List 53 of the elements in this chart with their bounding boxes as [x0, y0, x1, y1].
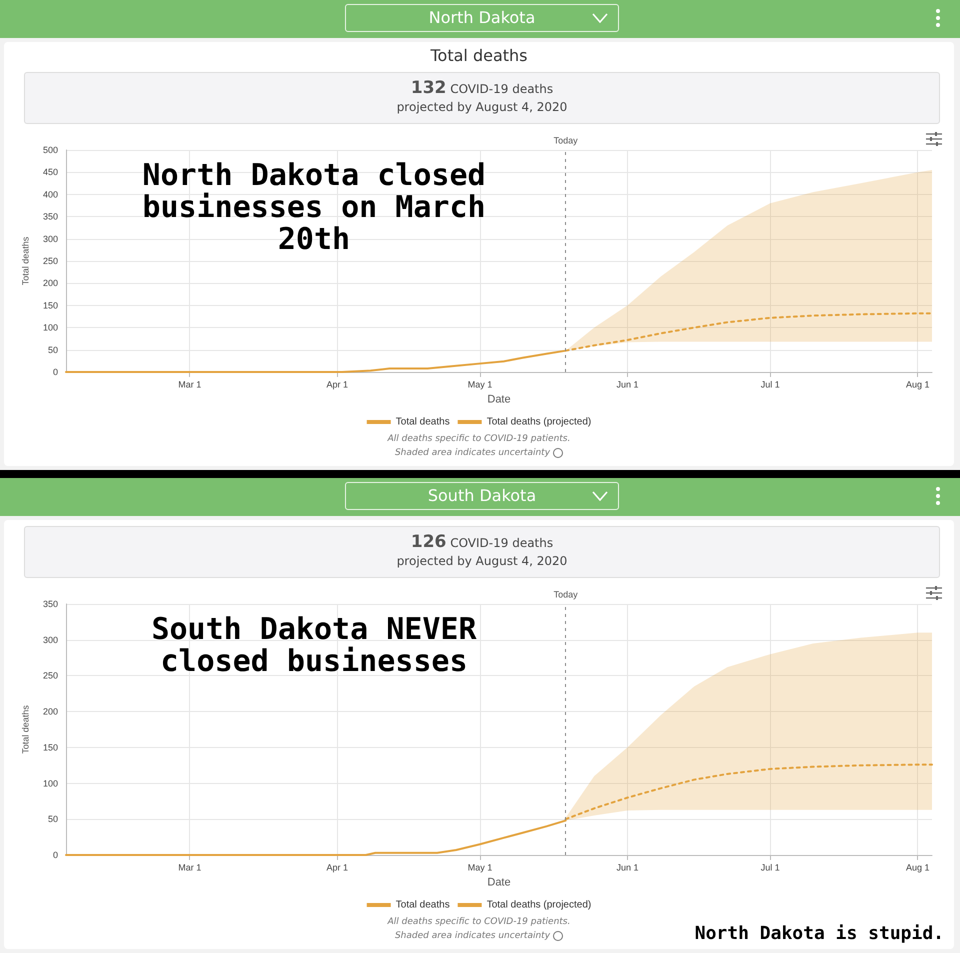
ref-line-label: Today — [554, 136, 578, 146]
x-tick-label: May 1 — [468, 380, 492, 390]
text: All deaths specific to COVID-19 patients. — [386, 433, 572, 446]
y-axis-title: Total deaths — [20, 236, 30, 286]
text: Shaded area indicates uncertainty — [394, 931, 550, 941]
x-tick-label: Apr 1 — [326, 380, 348, 390]
y-tick-label: 200 — [42, 278, 58, 288]
y-tick-label: 150 — [42, 742, 58, 752]
x-axis-title: Date — [487, 876, 511, 888]
text: South Dakota — [345, 482, 619, 510]
text: North Dakota — [345, 4, 619, 32]
y-tick-label: 450 — [42, 167, 58, 178]
y-tick-label: 100 — [42, 778, 58, 788]
annotation: North Dakota closed businesses on March 20th — [141, 158, 487, 257]
y-tick-label: 0 — [52, 850, 58, 860]
y-tick-label: 0 — [52, 367, 58, 377]
chart-title: Total deaths — [429, 46, 528, 65]
text: North Dakota is stupid. — [694, 923, 944, 944]
y-tick-label: 250 — [42, 670, 58, 681]
y-tick-label: 50 — [48, 344, 58, 355]
y-tick-label: 150 — [42, 300, 58, 310]
y-tick-label: 250 — [42, 256, 58, 266]
legend-label: Total deaths (projected) — [486, 416, 592, 428]
text: Shaded area indicates uncertainty — [394, 447, 552, 460]
ref-line-label: Today — [554, 590, 578, 600]
chart-subtitle: 126 COVID-19 deaths projected by August 4, 2020 — [24, 526, 940, 578]
legend-label: Total deaths (projected) — [486, 900, 592, 910]
text: All deaths specific to COVID-19 patients. — [388, 917, 570, 927]
y-axis-title: Total deaths — [20, 704, 30, 754]
x-tick-label: May 1 — [468, 862, 492, 872]
y-tick-label: 300 — [42, 234, 58, 244]
y-tick-label: 350 — [42, 599, 58, 609]
x-tick-label: Jun 1 — [616, 380, 638, 390]
x-tick-label: Mar 1 — [178, 380, 202, 390]
x-axis-title: Date — [487, 394, 511, 406]
x-tick-label: Apr 1 — [326, 862, 348, 872]
x-tick-label: Jun 1 — [616, 862, 638, 872]
legend-label: Total deaths — [396, 416, 450, 428]
x-tick-label: Aug 1 — [906, 862, 930, 872]
x-tick-label: Jul 1 — [760, 380, 780, 390]
legend-label: Total deaths — [396, 900, 450, 910]
x-tick-label: Jul 1 — [760, 862, 780, 872]
y-tick-label: 500 — [42, 145, 58, 155]
y-tick-label: 100 — [42, 322, 58, 333]
y-tick-label: 400 — [42, 189, 58, 200]
y-tick-label: 200 — [42, 706, 58, 717]
chart-subtitle: 132 COVID-19 deaths projected by August 4, 2020 — [24, 72, 940, 124]
x-tick-label: Aug 1 — [906, 380, 930, 390]
y-tick-label: 50 — [48, 814, 58, 824]
annotation: South Dakota NEVER closed businesses — [150, 612, 478, 679]
x-tick-label: Mar 1 — [178, 862, 202, 872]
y-tick-label: 300 — [42, 634, 58, 645]
y-tick-label: 350 — [42, 212, 58, 222]
